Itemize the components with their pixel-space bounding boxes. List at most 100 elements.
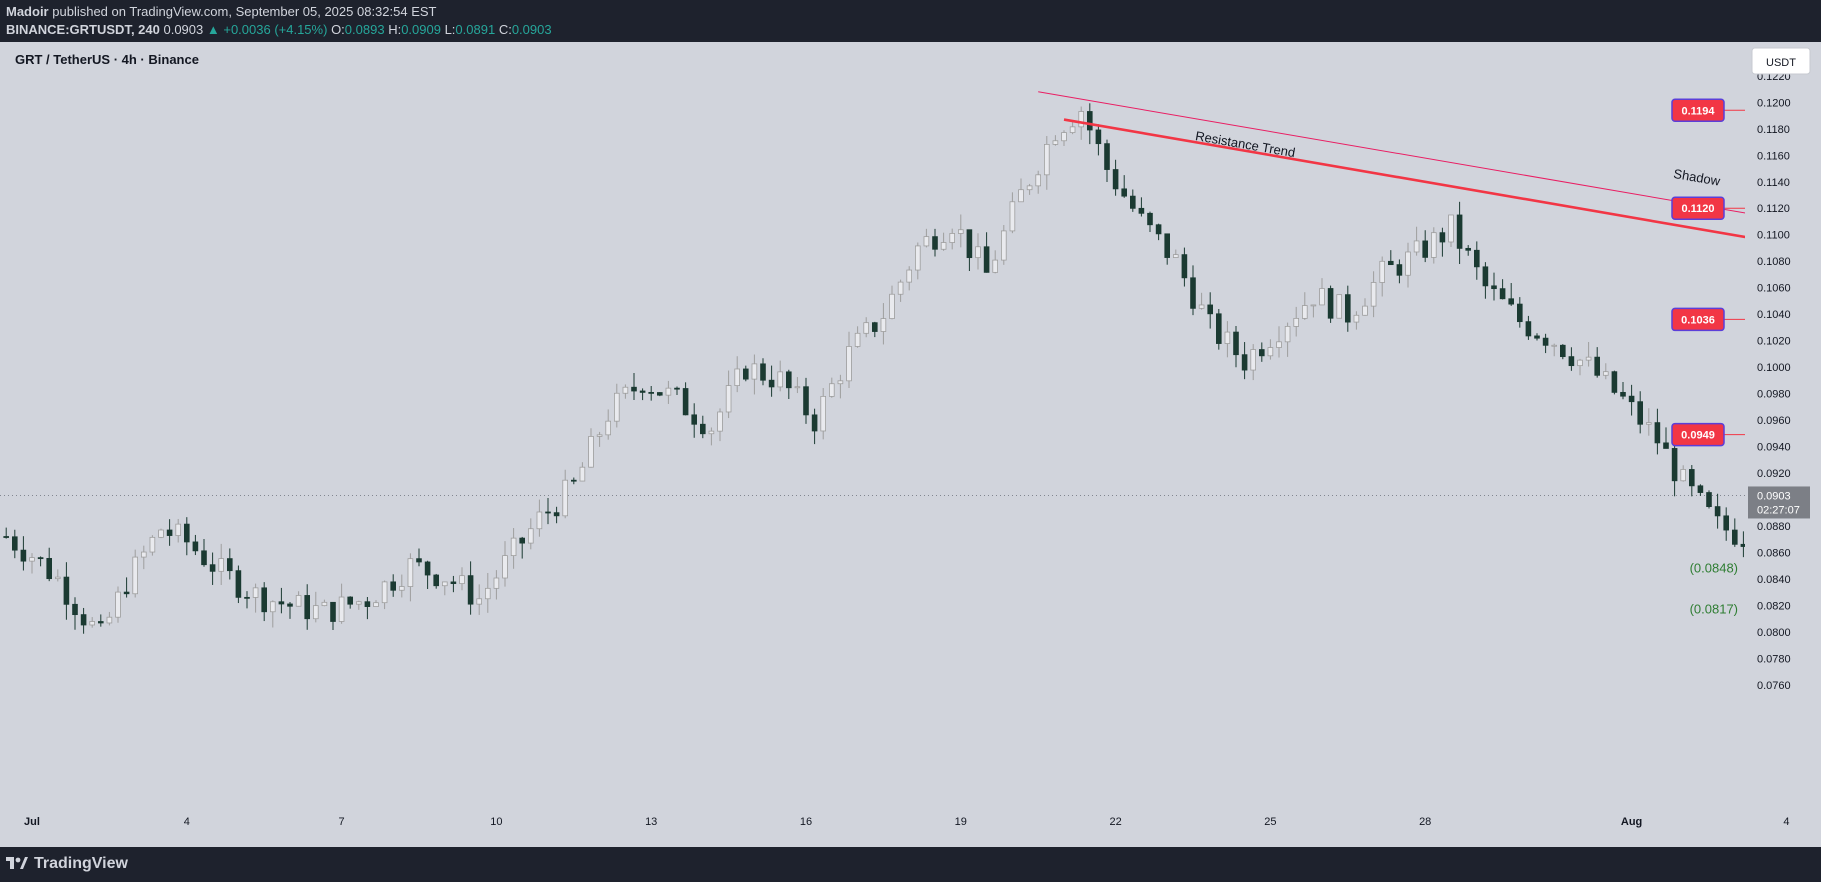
candle-body bbox=[1345, 294, 1351, 323]
high-label: H: bbox=[388, 22, 402, 37]
candle-body bbox=[1018, 189, 1024, 203]
candle-body bbox=[330, 601, 336, 622]
y-tick-label: 0.1020 bbox=[1757, 336, 1791, 348]
candle-body bbox=[588, 436, 594, 468]
y-tick-label: 0.1000 bbox=[1757, 362, 1791, 374]
target-badge-label: 0.1120 bbox=[1681, 203, 1714, 215]
candle-body bbox=[1689, 469, 1695, 487]
x-tick-label: 22 bbox=[1109, 816, 1121, 828]
candle-body bbox=[347, 596, 353, 605]
target-badge[interactable] bbox=[1671, 307, 1725, 332]
candle-body bbox=[1370, 282, 1377, 307]
price-scale[interactable] bbox=[1745, 42, 1821, 847]
candle-body bbox=[441, 581, 448, 587]
candle-body bbox=[1026, 185, 1033, 191]
candle-body bbox=[829, 383, 835, 397]
candle-body bbox=[631, 386, 637, 392]
y-tick-label: 0.1040 bbox=[1757, 309, 1791, 321]
candle-body bbox=[235, 570, 242, 598]
candle-body bbox=[1302, 305, 1308, 319]
candle-body bbox=[1035, 174, 1042, 187]
candle-body bbox=[1465, 247, 1472, 251]
y-tick-label: 0.1160 bbox=[1757, 150, 1790, 162]
candle-body bbox=[364, 601, 371, 607]
axes-layer: 0.12200.12000.11800.11600.11400.11200.11… bbox=[0, 42, 1821, 847]
tradingview-logo[interactable]: TradingView bbox=[6, 855, 128, 873]
x-tick-label: 10 bbox=[490, 816, 502, 828]
currency-button[interactable]: USDT bbox=[1751, 47, 1811, 75]
candle-body bbox=[562, 479, 568, 517]
candle-body bbox=[1216, 313, 1222, 344]
low-value: 0.0891 bbox=[455, 22, 496, 37]
candle-body bbox=[725, 385, 732, 413]
y-tick-label: 0.0860 bbox=[1757, 547, 1791, 559]
author-name[interactable]: Madoir bbox=[6, 4, 49, 19]
target-badge[interactable] bbox=[1671, 98, 1725, 123]
candle-body bbox=[1009, 201, 1016, 232]
candle-body bbox=[321, 601, 328, 607]
x-tick-label: Aug bbox=[1621, 816, 1642, 828]
y-tick-label: 0.0820 bbox=[1757, 600, 1791, 612]
candle-body bbox=[115, 591, 121, 618]
candle-body bbox=[682, 388, 689, 416]
candle-body bbox=[373, 602, 379, 607]
target-badge-label: 0.1194 bbox=[1681, 105, 1715, 117]
candle-body bbox=[528, 528, 534, 544]
candle-body bbox=[768, 379, 775, 388]
candle-body bbox=[1121, 188, 1128, 197]
open-label: O: bbox=[331, 22, 345, 37]
candle-body bbox=[278, 601, 285, 605]
candle-body bbox=[1112, 169, 1119, 190]
candle-body bbox=[218, 558, 225, 572]
candle-body bbox=[1155, 224, 1162, 235]
target-badge[interactable] bbox=[1671, 422, 1725, 447]
target-badge[interactable] bbox=[1671, 196, 1725, 220]
candle-body bbox=[510, 537, 517, 557]
candle-body bbox=[872, 322, 878, 332]
candle-body bbox=[880, 318, 887, 332]
candle-body bbox=[1061, 132, 1067, 142]
candle-body bbox=[29, 557, 35, 562]
candle-body bbox=[665, 387, 672, 396]
candle-body bbox=[304, 595, 310, 620]
candle-body bbox=[1603, 371, 1609, 376]
candle-body bbox=[614, 392, 620, 422]
candle-body bbox=[674, 387, 680, 390]
candle-body bbox=[1259, 349, 1265, 357]
candle-body bbox=[166, 529, 173, 536]
candle-body bbox=[1413, 240, 1420, 253]
candle-body bbox=[1697, 485, 1704, 493]
candle-body bbox=[1052, 140, 1059, 145]
candle-body bbox=[467, 575, 474, 605]
candle-body bbox=[1319, 288, 1325, 306]
candle-body bbox=[1353, 314, 1360, 323]
candle-body bbox=[657, 392, 663, 396]
candle-body bbox=[476, 598, 482, 605]
candle-body bbox=[149, 536, 156, 553]
candle-body bbox=[46, 557, 52, 580]
price-chart[interactable]: Buy Zone(0.0848)(0.0817) Resistance Tren… bbox=[0, 42, 1821, 847]
target-badge-label: 0.1036 bbox=[1681, 314, 1715, 326]
x-tick-label: 28 bbox=[1419, 816, 1431, 828]
candle-body bbox=[519, 537, 525, 544]
candle-body bbox=[949, 233, 955, 243]
candle-body bbox=[571, 479, 577, 482]
candle-body bbox=[708, 430, 715, 435]
candle-body bbox=[622, 386, 629, 394]
candle-body bbox=[1568, 356, 1575, 367]
candle-body bbox=[1525, 321, 1532, 337]
candle-body bbox=[1474, 249, 1480, 268]
candle-body bbox=[261, 587, 267, 613]
candle-body bbox=[1706, 492, 1712, 507]
candle-body bbox=[1422, 240, 1429, 258]
candle-body bbox=[1267, 347, 1274, 357]
candle-body bbox=[390, 581, 396, 591]
candle-body bbox=[1138, 207, 1145, 214]
publish-header: Madoir published on TradingView.com, Sep… bbox=[0, 0, 1821, 42]
candle-body bbox=[760, 363, 766, 381]
x-tick-label: Jul bbox=[24, 816, 40, 828]
candle-body bbox=[1310, 304, 1317, 307]
time-scale[interactable] bbox=[0, 778, 1745, 847]
candle-body bbox=[1044, 144, 1050, 176]
current-price: 0.0903 bbox=[163, 22, 204, 37]
